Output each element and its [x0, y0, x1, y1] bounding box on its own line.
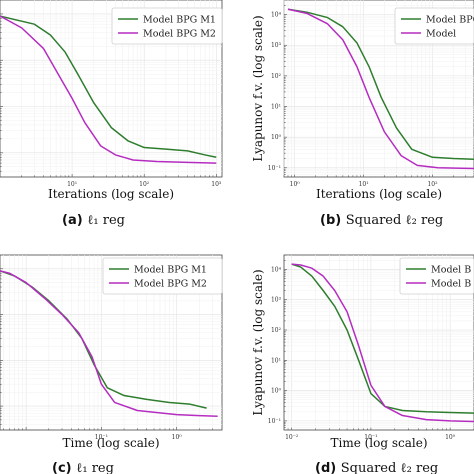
panel-caption: (b) Squared ℓ₂ reg [320, 213, 443, 228]
y-tick-label: 10³ [271, 297, 282, 304]
y-tick-label: 10¹ [271, 357, 281, 364]
y-tick-label: 10² [271, 73, 282, 80]
legend-entry: Model BPG M1 [134, 264, 207, 275]
series-line-2 [287, 8, 474, 170]
legend-entry: Model BPG M1 [143, 14, 216, 25]
legend-box [102, 257, 223, 295]
y-tick-label: 10⁻¹ [268, 165, 281, 172]
series-line-1 [291, 263, 474, 414]
panel-caption: (d) Squared ℓ₂ reg [315, 461, 438, 474]
x-tick-label: 10² [427, 181, 438, 188]
x-axis-label: Iterations (log scale) [48, 187, 174, 201]
series-line-1 [287, 8, 474, 160]
panel-caption: (c) ℓ₁ reg [52, 461, 114, 474]
series-line-1 [0, 15, 217, 159]
legend-entry: Model B [431, 278, 471, 289]
x-tick-label: 10⁻¹ [364, 434, 377, 441]
y-tick-label: 10² [271, 327, 282, 334]
panel-3: 10⁻¹ 10⁰ Model BPG M1 Model BPG M2 Time (log… [0, 254, 223, 474]
x-axis-label: Time (log scale) [330, 436, 427, 450]
x-tick-label: 10⁰ [172, 434, 183, 441]
panel-caption: (a) ℓ₁ reg [62, 213, 125, 228]
legend-entry: Model [426, 28, 456, 39]
legend-entry: Model BPG M2 [134, 278, 207, 289]
x-tick-label: 10³ [211, 181, 222, 188]
y-tick-label: 10⁰ [271, 388, 282, 395]
legend-box [399, 257, 474, 295]
x-tick-label: 10¹ [67, 181, 77, 188]
y-tick-label: 10⁴ [271, 12, 282, 19]
legend: Model BPG M1 Model [394, 7, 474, 45]
legend: Model BPG M1 Model BPG M2 [111, 7, 223, 45]
series-line-2 [291, 263, 474, 423]
y-tick-label: 10⁴ [271, 266, 282, 273]
y-tick-label: 10⁻¹ [268, 418, 281, 425]
x-axis-label: Iterations (log scale) [316, 187, 442, 201]
legend: Model BPG M1 Model BPG M2 [102, 257, 223, 295]
x-tick-label: 10² [139, 181, 150, 188]
legend-box [394, 7, 474, 45]
series-line-2 [0, 270, 218, 417]
y-axis-label: Lyapunov f.v. (log scale) [251, 15, 265, 161]
panel-1: 10¹ 10² 10³ Model BPG M1 Model BPG M2 Iterati… [0, 0, 223, 228]
x-tick-label: 10⁻² [285, 434, 299, 441]
y-tick-label: 10⁰ [271, 134, 282, 141]
x-tick-label: 10⁰ [445, 434, 456, 441]
panel-2: 10⁰ 10¹ 10² 10⁻¹ 10⁰ 10¹ 10² 10³ 10⁴ Model BPG M1… [251, 0, 474, 228]
legend-box [111, 7, 223, 45]
x-axis-label: Time (log scale) [62, 436, 159, 450]
series-line-2 [0, 15, 217, 164]
y-tick-label: 10¹ [271, 104, 281, 111]
x-tick-label: 10⁻¹ [95, 434, 108, 441]
legend: Model B Model B [399, 257, 474, 295]
y-axis-label: Lyapunov f.v. (log scale) [251, 269, 265, 415]
x-tick-label: 10⁰ [290, 181, 301, 188]
y-tick-label: 10³ [271, 42, 282, 49]
legend-entry: Model BPG M1 [426, 14, 474, 25]
x-tick-label: 10¹ [359, 181, 369, 188]
legend-entry: Model B [431, 264, 471, 275]
legend-entry: Model BPG M2 [143, 28, 216, 39]
